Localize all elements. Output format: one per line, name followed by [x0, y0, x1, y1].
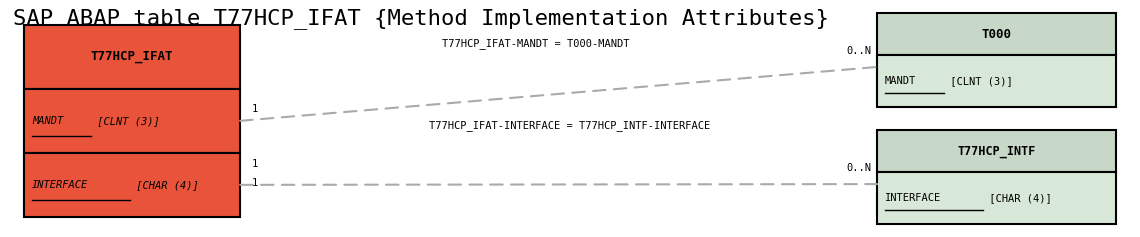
FancyBboxPatch shape: [877, 13, 1116, 55]
Text: T77HCP_IFAT-MANDT = T000-MANDT: T77HCP_IFAT-MANDT = T000-MANDT: [442, 38, 629, 49]
Text: SAP ABAP table T77HCP_IFAT {Method Implementation Attributes}: SAP ABAP table T77HCP_IFAT {Method Imple…: [13, 9, 829, 29]
Text: 0..N: 0..N: [846, 46, 871, 55]
Text: 0..N: 0..N: [846, 163, 871, 173]
Text: T000: T000: [982, 28, 1011, 41]
Text: [CHAR (4)]: [CHAR (4)]: [130, 180, 198, 190]
Text: INTERFACE: INTERFACE: [885, 193, 942, 203]
Text: [CLNT (3)]: [CLNT (3)]: [944, 76, 1013, 86]
Text: 1: 1: [252, 104, 258, 114]
Text: [CLNT (3)]: [CLNT (3)]: [91, 116, 160, 126]
Text: MANDT: MANDT: [32, 116, 64, 126]
Text: MANDT: MANDT: [885, 76, 917, 86]
FancyBboxPatch shape: [877, 130, 1116, 172]
Text: 1: 1: [252, 178, 258, 187]
Text: T77HCP_IFAT: T77HCP_IFAT: [91, 50, 173, 63]
Text: [CHAR (4)]: [CHAR (4)]: [983, 193, 1051, 203]
FancyBboxPatch shape: [24, 25, 241, 89]
Text: INTERFACE: INTERFACE: [32, 180, 88, 190]
Text: T77HCP_IFAT-INTERFACE = T77HCP_INTF-INTERFACE: T77HCP_IFAT-INTERFACE = T77HCP_INTF-INTE…: [430, 120, 710, 131]
FancyBboxPatch shape: [877, 55, 1116, 107]
Text: T77HCP_INTF: T77HCP_INTF: [958, 145, 1035, 158]
FancyBboxPatch shape: [24, 89, 241, 153]
FancyBboxPatch shape: [24, 153, 241, 217]
Text: 1: 1: [252, 159, 258, 169]
FancyBboxPatch shape: [877, 172, 1116, 224]
